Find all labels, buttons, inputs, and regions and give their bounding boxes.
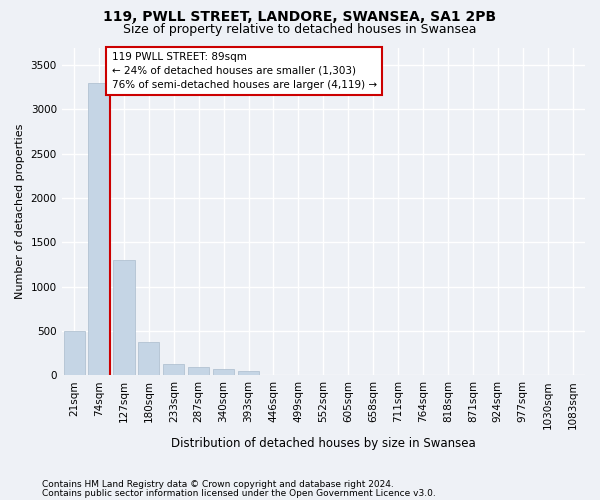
Bar [163, 364, 184, 375]
Bar [88, 83, 110, 375]
Text: Contains public sector information licensed under the Open Government Licence v3: Contains public sector information licen… [42, 488, 436, 498]
Text: Size of property relative to detached houses in Swansea: Size of property relative to detached ho… [123, 22, 477, 36]
Bar [213, 369, 234, 375]
Bar [188, 367, 209, 375]
X-axis label: Distribution of detached houses by size in Swansea: Distribution of detached houses by size … [171, 437, 476, 450]
Bar [138, 342, 160, 375]
Text: Contains HM Land Registry data © Crown copyright and database right 2024.: Contains HM Land Registry data © Crown c… [42, 480, 394, 489]
Text: 119, PWLL STREET, LANDORE, SWANSEA, SA1 2PB: 119, PWLL STREET, LANDORE, SWANSEA, SA1 … [103, 10, 497, 24]
Bar [238, 371, 259, 375]
Y-axis label: Number of detached properties: Number of detached properties [15, 124, 25, 299]
Text: 119 PWLL STREET: 89sqm
← 24% of detached houses are smaller (1,303)
76% of semi-: 119 PWLL STREET: 89sqm ← 24% of detached… [112, 52, 377, 90]
Bar [64, 331, 85, 375]
Bar [113, 260, 134, 375]
